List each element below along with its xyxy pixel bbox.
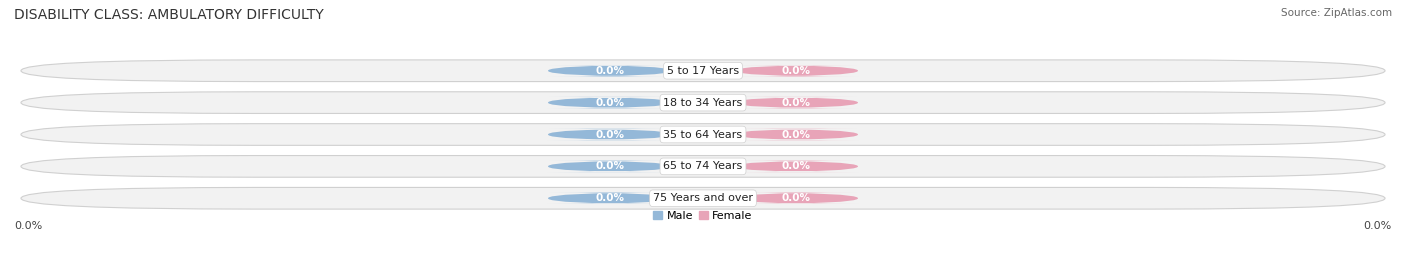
Text: DISABILITY CLASS: AMBULATORY DIFFICULTY: DISABILITY CLASS: AMBULATORY DIFFICULTY <box>14 8 323 22</box>
Text: 0.0%: 0.0% <box>782 66 810 76</box>
FancyBboxPatch shape <box>734 161 858 172</box>
Text: 5 to 17 Years: 5 to 17 Years <box>666 66 740 76</box>
Text: 0.0%: 0.0% <box>596 129 624 140</box>
Text: 0.0%: 0.0% <box>596 193 624 203</box>
FancyBboxPatch shape <box>734 129 858 140</box>
Text: 0.0%: 0.0% <box>782 98 810 108</box>
FancyBboxPatch shape <box>548 97 672 108</box>
Text: Source: ZipAtlas.com: Source: ZipAtlas.com <box>1281 8 1392 18</box>
FancyBboxPatch shape <box>548 161 672 172</box>
Text: 0.0%: 0.0% <box>782 129 810 140</box>
Text: 75 Years and over: 75 Years and over <box>652 193 754 203</box>
FancyBboxPatch shape <box>21 187 1385 209</box>
FancyBboxPatch shape <box>734 97 858 108</box>
FancyBboxPatch shape <box>21 155 1385 177</box>
FancyBboxPatch shape <box>548 193 672 204</box>
Text: 0.0%: 0.0% <box>782 161 810 171</box>
FancyBboxPatch shape <box>548 65 672 76</box>
Text: 0.0%: 0.0% <box>596 161 624 171</box>
Text: 35 to 64 Years: 35 to 64 Years <box>664 129 742 140</box>
Text: 0.0%: 0.0% <box>14 221 42 231</box>
Text: 0.0%: 0.0% <box>596 98 624 108</box>
Text: 65 to 74 Years: 65 to 74 Years <box>664 161 742 171</box>
FancyBboxPatch shape <box>734 193 858 204</box>
Text: 0.0%: 0.0% <box>782 193 810 203</box>
Legend: Male, Female: Male, Female <box>650 206 756 225</box>
FancyBboxPatch shape <box>21 60 1385 82</box>
FancyBboxPatch shape <box>21 124 1385 145</box>
Text: 18 to 34 Years: 18 to 34 Years <box>664 98 742 108</box>
FancyBboxPatch shape <box>21 92 1385 114</box>
FancyBboxPatch shape <box>548 129 672 140</box>
FancyBboxPatch shape <box>734 65 858 76</box>
Text: 0.0%: 0.0% <box>1364 221 1392 231</box>
Text: 0.0%: 0.0% <box>596 66 624 76</box>
